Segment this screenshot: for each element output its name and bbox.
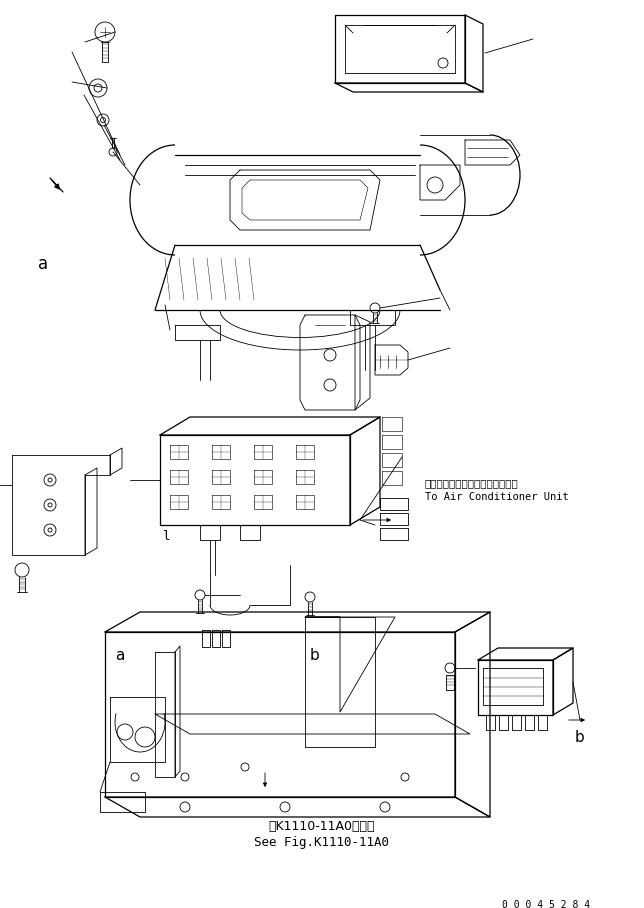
Text: l: l [162, 530, 169, 543]
Text: a: a [115, 648, 124, 663]
Text: a: a [38, 255, 48, 273]
Text: To Air Conditioner Unit: To Air Conditioner Unit [425, 492, 569, 502]
Text: b: b [575, 730, 585, 745]
Text: 第K1110-11A0図参照: 第K1110-11A0図参照 [269, 820, 375, 833]
Text: b: b [310, 648, 320, 663]
Text: エアーコンディショナユニットへ: エアーコンディショナユニットへ [425, 478, 519, 488]
Text: See Fig.K1110-11A0: See Fig.K1110-11A0 [254, 836, 390, 849]
Text: 0 0 0 4 5 2 8 4: 0 0 0 4 5 2 8 4 [502, 900, 590, 908]
